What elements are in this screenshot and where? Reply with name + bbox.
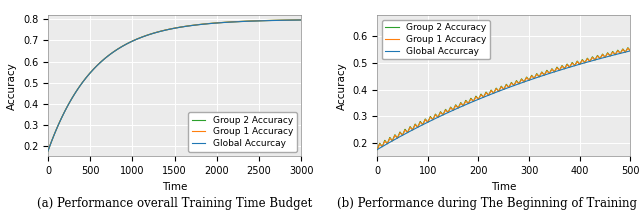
Group 2 Accuracy	[602, 55, 609, 58]
Line: Group 1 Accuracy: Group 1 Accuracy	[377, 48, 630, 150]
Group 2 Accuracy	[286, 19, 294, 21]
Group 2 Accuracy	[423, 120, 431, 122]
Group 1 Accuracy	[128, 40, 136, 43]
Group 1 Accuracy	[627, 49, 634, 52]
Group 1 Accuracy	[198, 23, 205, 26]
Group 1 Accuracy	[610, 52, 618, 54]
Group 2 Accuracy	[548, 68, 556, 71]
Group 1 Accuracy	[608, 52, 616, 54]
X-axis label: Time: Time	[162, 181, 188, 192]
Group 1 Accuracy	[624, 47, 632, 49]
Group 2 Accuracy	[495, 89, 503, 91]
Group 1 Accuracy	[297, 18, 305, 21]
Global Accurcay	[44, 150, 52, 152]
Line: Group 2 Accuracy: Group 2 Accuracy	[377, 48, 630, 150]
Group 2 Accuracy	[166, 28, 173, 31]
Global Accurcay	[627, 49, 634, 52]
Global Accurcay	[166, 28, 173, 31]
Group 2 Accuracy	[128, 40, 136, 43]
Global Accurcay	[298, 19, 305, 21]
Global Accurcay	[610, 54, 618, 56]
Group 1 Accuracy	[44, 150, 52, 152]
Y-axis label: Accuracy: Accuracy	[337, 62, 346, 110]
Line: Group 2 Accuracy: Group 2 Accuracy	[48, 20, 301, 151]
Global Accurcay	[602, 56, 609, 58]
Group 1 Accuracy	[423, 120, 431, 122]
Group 2 Accuracy	[610, 52, 618, 54]
Global Accurcay	[95, 63, 102, 66]
Global Accurcay	[423, 121, 431, 124]
Group 2 Accuracy	[298, 19, 305, 21]
Legend: Group 2 Accuracy, Group 1 Accuracy, Global Accurcay: Group 2 Accuracy, Group 1 Accuracy, Glob…	[381, 20, 490, 59]
Group 2 Accuracy	[373, 148, 381, 151]
Group 2 Accuracy	[198, 23, 205, 26]
Global Accurcay	[198, 23, 205, 26]
Group 1 Accuracy	[602, 55, 609, 58]
Line: Global Accurcay: Global Accurcay	[377, 51, 630, 150]
Global Accurcay	[608, 54, 616, 57]
Group 1 Accuracy	[95, 63, 102, 66]
Global Accurcay	[145, 33, 152, 36]
Y-axis label: Accuracy: Accuracy	[7, 62, 17, 110]
Group 2 Accuracy	[608, 51, 616, 54]
Group 1 Accuracy	[495, 89, 503, 91]
Global Accurcay	[373, 148, 381, 151]
Group 1 Accuracy	[373, 148, 381, 151]
Legend: Group 2 Accuracy, Group 1 Accuracy, Global Accurcay: Group 2 Accuracy, Group 1 Accuracy, Glob…	[188, 112, 297, 152]
Group 2 Accuracy	[297, 18, 305, 21]
Group 1 Accuracy	[298, 19, 305, 21]
Group 1 Accuracy	[166, 28, 173, 31]
Group 1 Accuracy	[145, 33, 152, 36]
Global Accurcay	[128, 40, 136, 43]
Group 2 Accuracy	[95, 63, 102, 66]
Group 2 Accuracy	[44, 150, 52, 152]
Line: Group 1 Accuracy: Group 1 Accuracy	[48, 20, 301, 151]
Group 2 Accuracy	[145, 33, 152, 36]
Global Accurcay	[548, 71, 556, 74]
X-axis label: Time: Time	[491, 181, 516, 192]
Line: Global Accurcay: Global Accurcay	[48, 20, 301, 151]
Global Accurcay	[495, 90, 503, 92]
Text: (a) Performance overall Training Time Budget: (a) Performance overall Training Time Bu…	[37, 197, 312, 210]
Group 1 Accuracy	[286, 19, 294, 21]
Group 2 Accuracy	[627, 49, 634, 52]
Text: (b) Performance during The Beginning of Training Time: (b) Performance during The Beginning of …	[337, 197, 640, 210]
Group 1 Accuracy	[548, 68, 556, 71]
Global Accurcay	[286, 19, 294, 21]
Group 2 Accuracy	[624, 46, 632, 49]
